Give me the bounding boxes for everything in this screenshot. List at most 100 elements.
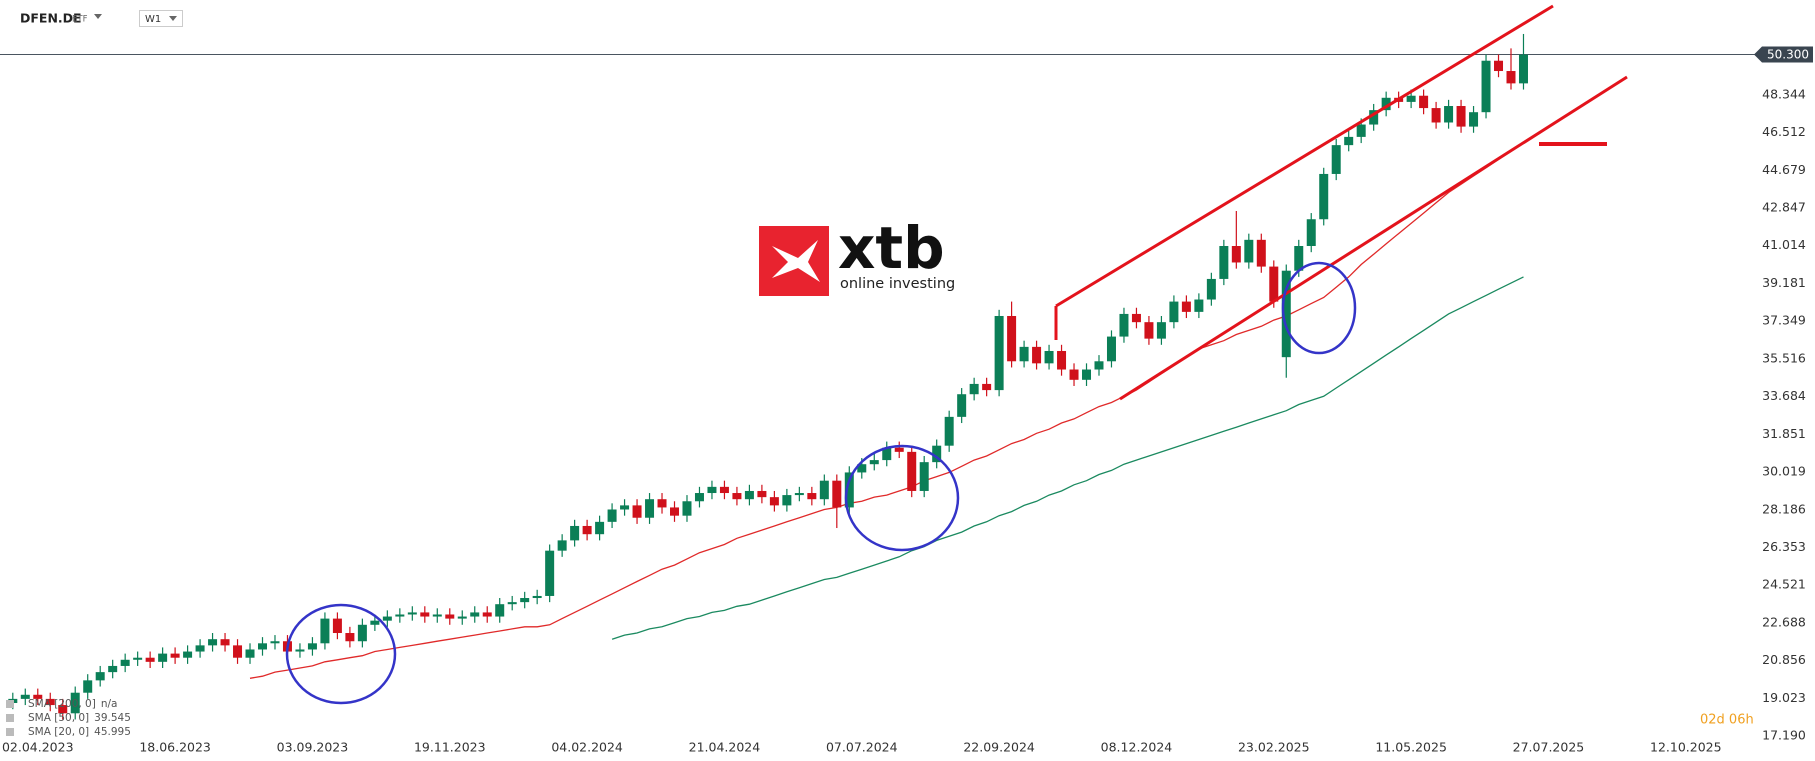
candle-body [782,495,792,506]
candle-body [1481,60,1491,113]
x-tick-label: 08.12.2024 [1101,740,1173,755]
candle-body [95,672,105,681]
x-tick-label: 07.07.2024 [826,740,898,755]
trend-line-lower[interactable] [1119,75,1628,401]
highlight-ellipse[interactable] [1281,261,1357,355]
candle-body [857,464,867,473]
y-tick-label: 44.679 [1762,162,1806,177]
candle-body [545,550,555,596]
candle-body [33,694,43,699]
candle-body [370,620,380,625]
candle-body [1007,315,1017,362]
legend-value: n/a [101,698,118,710]
candle-body [1456,106,1466,127]
symbol[interactable]: DFEN.DE [20,11,82,26]
candle-body [507,602,517,605]
candle-body [694,493,704,502]
x-tick-label: 22.09.2024 [963,740,1035,755]
candle-body [1019,346,1029,362]
candle-body [557,540,567,551]
candle-body [1144,322,1154,339]
candle-body [395,614,405,617]
candle-body [1194,299,1204,312]
legend-name: SMA [20, 0] [28,726,89,738]
y-tick-label: 30.019 [1762,464,1806,479]
candle-body [719,486,729,494]
interval-dropdown[interactable] [169,16,177,21]
candle-body [420,612,430,617]
price-tag-label: 50.300 [1767,48,1809,62]
candle-body [982,383,992,391]
candle-body [45,698,55,706]
legend-name: SMA [50, 0] [28,712,89,724]
candle-body [1231,246,1241,263]
y-tick-label: 20.856 [1762,652,1806,667]
candle-body [607,509,617,522]
y-tick-label: 33.684 [1762,388,1806,403]
indicator-line [611,276,1524,640]
watermark: xtb online investing [759,214,955,296]
candle-body [907,451,917,491]
highlight-ellipse[interactable] [285,603,397,705]
candle-body [645,499,655,518]
candle-body [919,462,929,491]
candle-body [1169,301,1179,323]
candle-body [595,521,605,535]
candle-body [1181,301,1191,312]
symbol-dropdown[interactable] [94,14,102,19]
legend-name: SMA [200, 0] [28,698,96,710]
annotations [285,4,1628,705]
candle-body [245,649,255,658]
y-tick-label: 39.181 [1762,275,1806,290]
logo-mark [772,240,820,282]
candle-body [83,680,93,693]
y-tick-label: 26.353 [1762,539,1806,554]
candle-body [158,653,168,662]
x-tick-label: 18.06.2023 [139,740,211,755]
candle-body [932,445,942,463]
candle-body [620,505,630,510]
x-tick-label: 11.05.2025 [1375,740,1447,755]
candle-body [208,639,218,646]
candle-body [844,472,854,508]
candle-body [58,705,68,714]
candle-body [582,525,592,535]
price-tag [1754,46,1813,63]
legend-entry: SMA [200, 0] n/a [28,698,117,710]
candle-body [1419,95,1429,109]
candle-body [1369,110,1379,125]
candle-body [957,394,967,417]
candle-body [832,480,842,508]
interval[interactable]: W1 [145,14,161,25]
candle-body [20,694,30,699]
interval-box[interactable] [139,10,183,27]
candle-body [145,657,155,662]
asset-class: ETF [72,15,88,25]
y-tick-label: 31.851 [1762,426,1806,441]
candle-body [869,460,879,465]
x-tick-label: 19.11.2023 [414,740,486,755]
candle-body [1344,136,1354,146]
candle-body [258,643,267,650]
countdown: 02d 06h [1700,713,1754,728]
candle-body [1406,95,1416,102]
highlight-ellipse[interactable] [844,444,960,552]
candle-body [1331,145,1341,174]
y-tick-label: 19.023 [1762,690,1806,705]
candle-body [1319,173,1329,220]
candle-body [1106,336,1116,362]
candle-body [1431,108,1441,123]
y-tick-label: 24.521 [1762,577,1806,592]
trend-line-upper[interactable] [1055,4,1554,308]
legend-value: 45.995 [94,726,131,738]
candle-body [382,616,392,621]
candle-body [445,614,455,619]
candle-body [332,618,342,634]
candle-body [744,490,754,500]
candle-body [407,612,417,615]
candle-body [819,480,829,500]
brand: xtb [838,214,945,282]
candle-body [1094,361,1104,370]
candle-body [170,653,180,658]
